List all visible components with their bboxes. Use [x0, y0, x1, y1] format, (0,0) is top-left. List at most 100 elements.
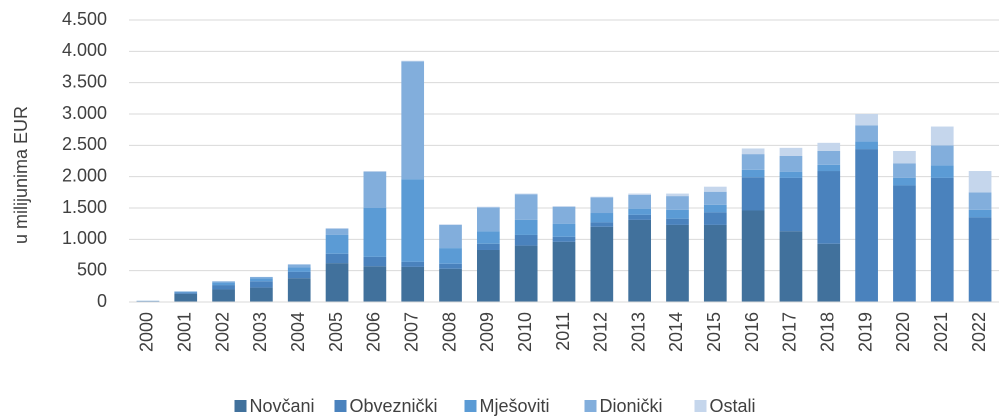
x-tick-label: 2008: [439, 312, 459, 352]
bar-segment: [325, 234, 349, 254]
bar-segment: [552, 206, 576, 207]
bar-segment: [817, 150, 841, 165]
x-tick-label: 2000: [137, 312, 157, 352]
bar-segment: [590, 222, 614, 227]
bar-segment: [552, 236, 576, 242]
bar-segment: [703, 191, 727, 205]
bar-segment: [703, 212, 727, 225]
bar-segment: [817, 171, 841, 244]
bar-segment: [741, 177, 765, 211]
bar-segment: [817, 142, 841, 151]
bar-segment: [212, 282, 235, 286]
bar-segment: [893, 185, 916, 302]
y-tick-label: 0: [97, 291, 107, 311]
x-tick-label: 2002: [212, 312, 232, 352]
bar-segment: [666, 218, 689, 225]
bar-segment: [666, 209, 689, 219]
bar-segment: [893, 163, 916, 178]
x-tick-label: 2020: [893, 312, 913, 352]
bar-segment: [666, 196, 689, 210]
x-tick-label: 2014: [666, 312, 686, 352]
bar-segment: [817, 243, 841, 302]
x-tick-label: 2012: [591, 312, 611, 352]
x-tick-label: 2019: [855, 312, 875, 352]
x-tick-label: 2016: [742, 312, 762, 352]
bar-segment: [363, 171, 387, 172]
bar-segment: [741, 169, 765, 178]
bar-segment: [703, 204, 727, 213]
bar-segment: [477, 206, 500, 208]
bar-segment: [779, 147, 803, 156]
bar-segment: [174, 291, 198, 293]
bar-segment: [855, 149, 878, 302]
x-tick-label: 2015: [704, 312, 724, 352]
y-tick-label: 500: [77, 259, 107, 279]
bar-segment: [628, 193, 651, 195]
bar-segment: [552, 206, 576, 224]
y-tick-label: 3.000: [62, 103, 107, 123]
x-tick-label: 2010: [515, 312, 535, 352]
y-tick-label: 2.500: [62, 134, 107, 154]
bar-segment: [439, 248, 462, 264]
bar-segment: [363, 208, 387, 257]
x-tick-label: 2007: [401, 312, 421, 352]
bar-segment: [893, 177, 916, 186]
bar-segment: [703, 224, 727, 302]
x-tick-label: 2003: [250, 312, 270, 352]
bar-segment: [779, 171, 803, 178]
bar-segment: [968, 217, 992, 302]
bar-segment: [855, 114, 878, 126]
bar-segment: [552, 241, 576, 302]
bar-segment: [968, 209, 992, 218]
bar-segment: [855, 141, 878, 150]
bar-segment: [401, 60, 425, 62]
x-tick-label: 2013: [628, 312, 648, 352]
x-tick-label: 2006: [364, 312, 384, 352]
bar-segment: [401, 266, 425, 302]
y-tick-label: 2.000: [62, 165, 107, 185]
bar-segment: [401, 61, 425, 180]
bar-segment: [363, 266, 387, 302]
bar-segment: [212, 285, 235, 290]
legend-swatch: [694, 400, 707, 412]
legend-swatch: [464, 400, 477, 412]
legend-label: Obveznički: [350, 396, 438, 416]
bar-segment: [287, 267, 311, 272]
bar-segment: [590, 197, 614, 214]
legend-label: Novčani: [250, 396, 315, 416]
bar-segment: [741, 210, 765, 302]
bar-segment: [287, 271, 311, 279]
bar-segment: [590, 226, 614, 302]
legend-swatch: [234, 400, 247, 412]
bar-segment: [287, 278, 311, 302]
x-tick-label: 2001: [174, 312, 194, 352]
y-axis-label: u milijunima EUR: [11, 106, 31, 244]
bar-segment: [514, 193, 538, 195]
bar-segment: [628, 208, 651, 215]
bar-segment: [174, 292, 198, 294]
bar-segment: [590, 196, 614, 198]
bar-segment: [439, 268, 462, 302]
bar-segment: [212, 289, 235, 302]
bar-segment: [779, 231, 803, 302]
bar-segment: [325, 228, 349, 235]
x-tick-label: 2018: [818, 312, 838, 352]
x-tick-label: 2009: [477, 312, 497, 352]
y-tick-label: 1.500: [62, 197, 107, 217]
bar-segment: [930, 145, 954, 166]
bar-segment: [477, 249, 500, 302]
bar-segment: [514, 219, 538, 235]
bar-segment: [817, 164, 841, 172]
bar-segment: [363, 171, 387, 208]
bar-segment: [325, 228, 349, 229]
x-tick-label: 2017: [780, 312, 800, 352]
x-tick-label: 2004: [288, 312, 308, 352]
bar-segment: [514, 234, 538, 246]
y-tick-label: 4.000: [62, 40, 107, 60]
bar-segment: [779, 177, 803, 232]
bar-segment: [552, 223, 576, 237]
bar-segment: [401, 261, 425, 267]
x-tick-label: 2021: [931, 312, 951, 352]
x-tick-label: 2022: [969, 312, 989, 352]
